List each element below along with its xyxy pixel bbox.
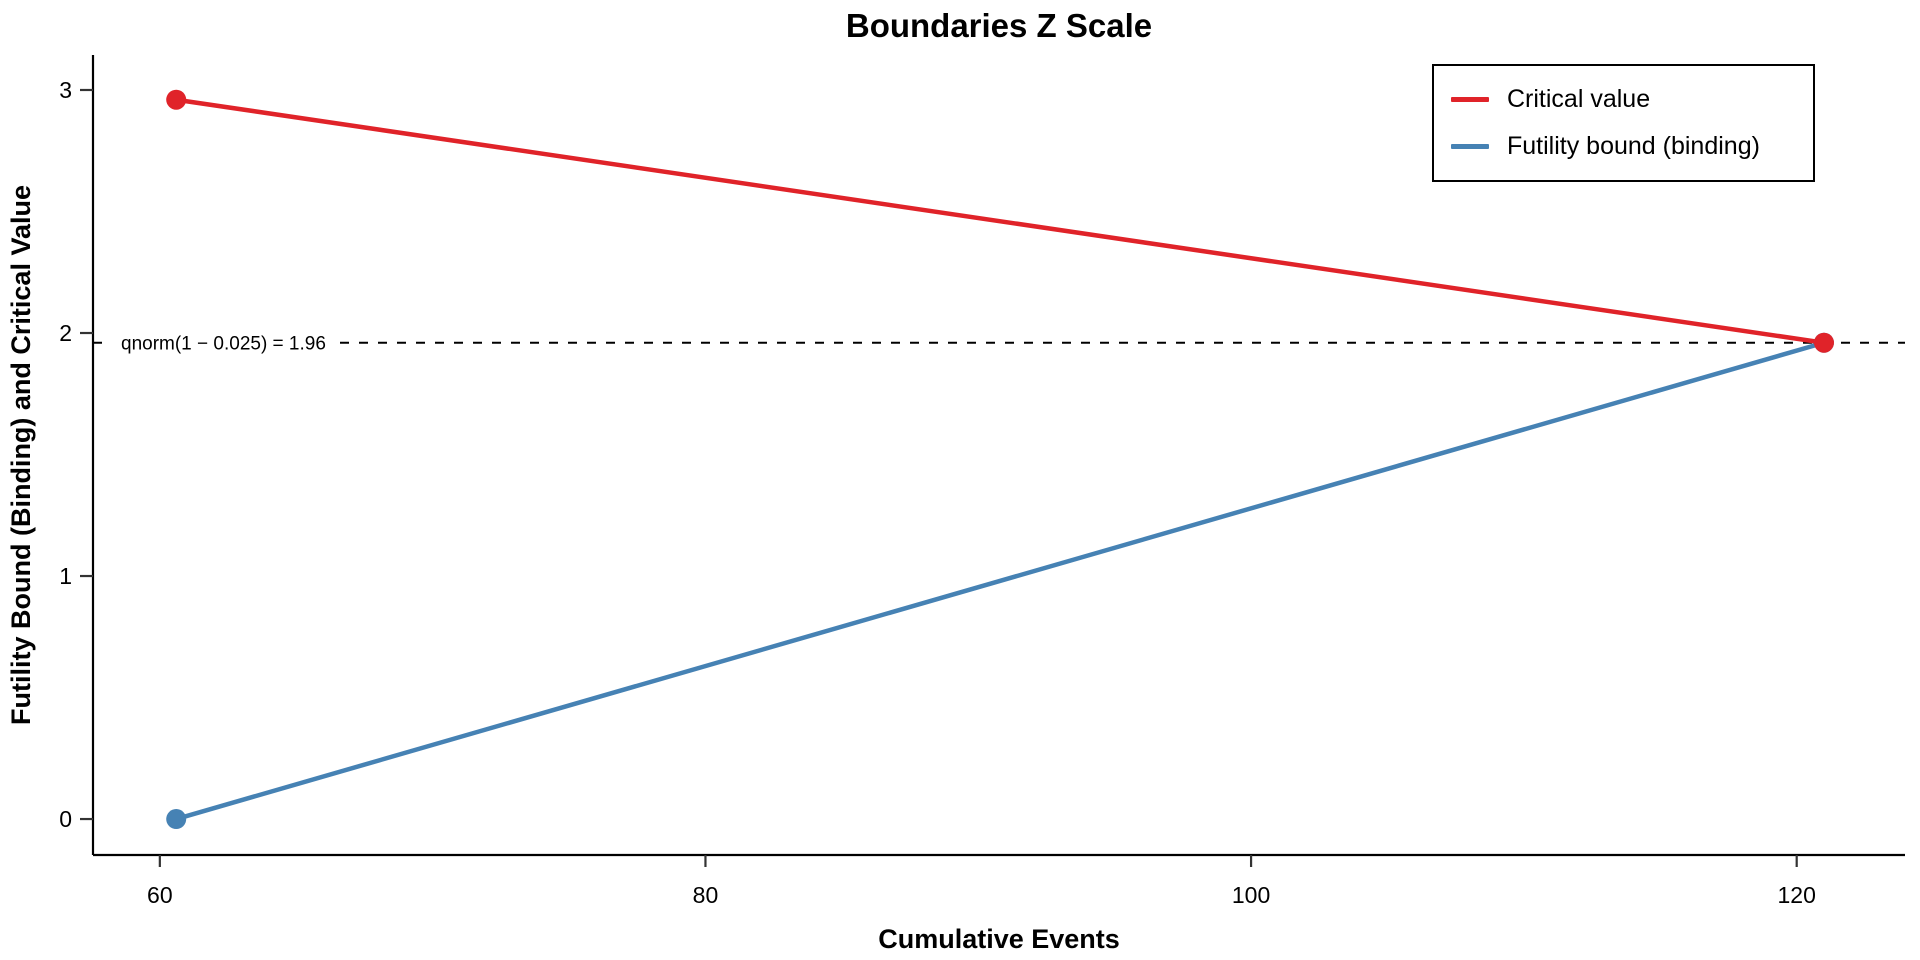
y-tick-label: 2 bbox=[59, 320, 72, 346]
x-axis-title: Cumulative Events bbox=[878, 924, 1120, 954]
x-tick-label: 80 bbox=[693, 882, 719, 908]
critical-value-line-swatch bbox=[1451, 97, 1489, 102]
critical-value-point bbox=[166, 89, 187, 110]
annotation-background bbox=[112, 330, 340, 356]
y-tick-label: 1 bbox=[59, 563, 72, 589]
critical-value-point bbox=[1813, 332, 1834, 353]
legend-label-critical-value: Critical value bbox=[1507, 85, 1651, 113]
legend-item-critical-value: Critical value bbox=[1434, 76, 1813, 123]
series-layer bbox=[166, 89, 1834, 830]
x-tick-label: 120 bbox=[1778, 882, 1816, 908]
x-tick-label: 60 bbox=[147, 882, 173, 908]
futility-bound-binding-point bbox=[166, 809, 187, 830]
x-tick-label: 100 bbox=[1232, 882, 1270, 908]
reference-line-annotation: qnorm(1 − 0.025) = 1.96 bbox=[121, 334, 326, 355]
futility-bound-line-swatch bbox=[1451, 144, 1489, 149]
y-tick-label: 0 bbox=[59, 806, 72, 832]
futility-bound-binding-line bbox=[175, 340, 1825, 822]
legend-item-futility-bound: Futility bound (binding) bbox=[1434, 123, 1813, 170]
axes-layer: 60 80 100 120 0 1 2 3 bbox=[59, 55, 1905, 908]
chart-title: Boundaries Z Scale bbox=[846, 7, 1152, 44]
legend: Critical value Futility bound (binding) bbox=[1432, 64, 1815, 182]
legend-label-futility-bound: Futility bound (binding) bbox=[1507, 132, 1760, 160]
y-tick-label: 3 bbox=[59, 77, 72, 103]
critical-value-line bbox=[175, 97, 1825, 345]
y-axis-title: Futility Bound (Binding) and Critical Va… bbox=[6, 185, 36, 725]
